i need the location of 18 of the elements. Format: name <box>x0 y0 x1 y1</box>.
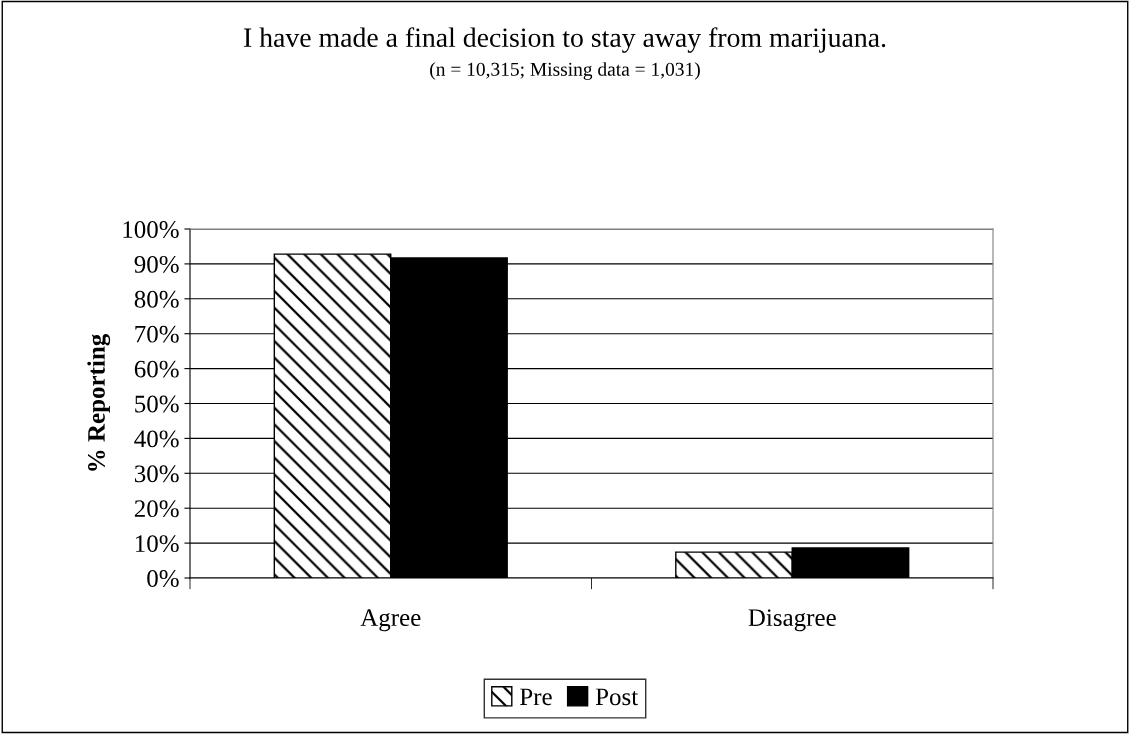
legend-label: Pre <box>520 688 552 706</box>
x-tick-label: Disagree <box>748 609 836 632</box>
chart-subtitle: (n = 10,315; Missing data = 1,031) <box>430 62 700 80</box>
y-tick-label: 20% <box>134 500 179 518</box>
y-tick-label: 70% <box>135 325 179 343</box>
y-tick-label: 30% <box>134 465 179 483</box>
y-tick-label: 100% <box>123 221 179 238</box>
y-tick-label: 10% <box>135 535 179 553</box>
x-tick-label: Agree <box>360 609 421 632</box>
y-axis-title: % Reporting <box>87 333 111 471</box>
y-tick-label: 50% <box>135 395 179 413</box>
y-tick-label: 90% <box>134 255 179 273</box>
y-tick-label: 80% <box>134 290 179 308</box>
y-tick-label: 40% <box>134 430 179 448</box>
y-tick-label: 60% <box>134 360 179 378</box>
legend-label: Post <box>595 688 639 706</box>
chart-title: I have made a final decision to stay away from marijuana. <box>243 27 886 53</box>
y-tick-label: 0% <box>147 570 179 587</box>
